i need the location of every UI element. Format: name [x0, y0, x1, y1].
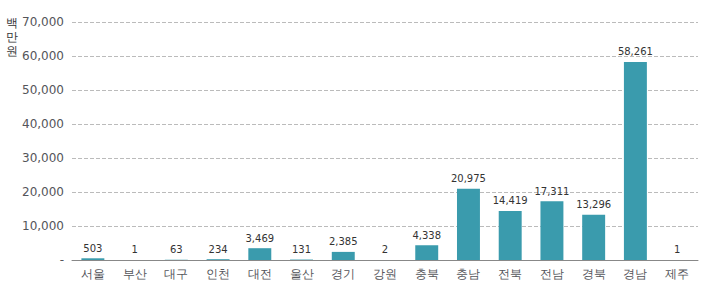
svg-text:만: 만: [6, 30, 18, 44]
svg-text:131: 131: [292, 244, 311, 255]
svg-text:20,975: 20,975: [451, 173, 486, 184]
svg-text:경남: 경남: [623, 267, 647, 281]
svg-text:60,000: 60,000: [22, 49, 64, 63]
svg-text:58,261: 58,261: [618, 46, 653, 57]
svg-text:경북: 경북: [582, 267, 606, 281]
svg-text:13,296: 13,296: [576, 199, 611, 210]
svg-text:인천: 인천: [206, 267, 230, 281]
svg-text:강원: 강원: [373, 267, 397, 281]
svg-text:원: 원: [6, 44, 18, 58]
svg-text:10,000: 10,000: [22, 219, 64, 233]
svg-text:백: 백: [6, 16, 18, 30]
svg-text:2,385: 2,385: [329, 236, 358, 247]
svg-text:70,000: 70,000: [22, 15, 64, 29]
svg-text:234: 234: [209, 244, 228, 255]
svg-text:40,000: 40,000: [22, 117, 64, 131]
svg-text:1: 1: [674, 244, 680, 255]
svg-text:3,469: 3,469: [245, 233, 274, 244]
svg-text:17,311: 17,311: [534, 186, 569, 197]
svg-text:-: -: [60, 253, 64, 267]
svg-text:울산: 울산: [290, 267, 314, 281]
svg-text:충북: 충북: [415, 267, 439, 281]
svg-text:제주: 제주: [665, 267, 689, 281]
svg-text:전북: 전북: [498, 267, 522, 281]
svg-text:503: 503: [83, 243, 102, 254]
svg-text:전남: 전남: [540, 267, 564, 281]
svg-text:충남: 충남: [456, 267, 480, 281]
svg-text:63: 63: [170, 244, 183, 255]
svg-text:부산: 부산: [123, 267, 147, 281]
svg-text:1: 1: [131, 244, 137, 255]
svg-text:14,419: 14,419: [493, 195, 528, 206]
svg-text:2: 2: [382, 244, 388, 255]
svg-text:50,000: 50,000: [22, 83, 64, 97]
svg-text:대전: 대전: [248, 267, 272, 281]
svg-text:30,000: 30,000: [22, 151, 64, 165]
svg-text:20,000: 20,000: [22, 185, 64, 199]
svg-text:4,338: 4,338: [412, 230, 441, 241]
svg-text:대구: 대구: [164, 267, 188, 281]
svg-text:서울: 서울: [81, 267, 105, 281]
svg-text:경기: 경기: [331, 267, 355, 281]
